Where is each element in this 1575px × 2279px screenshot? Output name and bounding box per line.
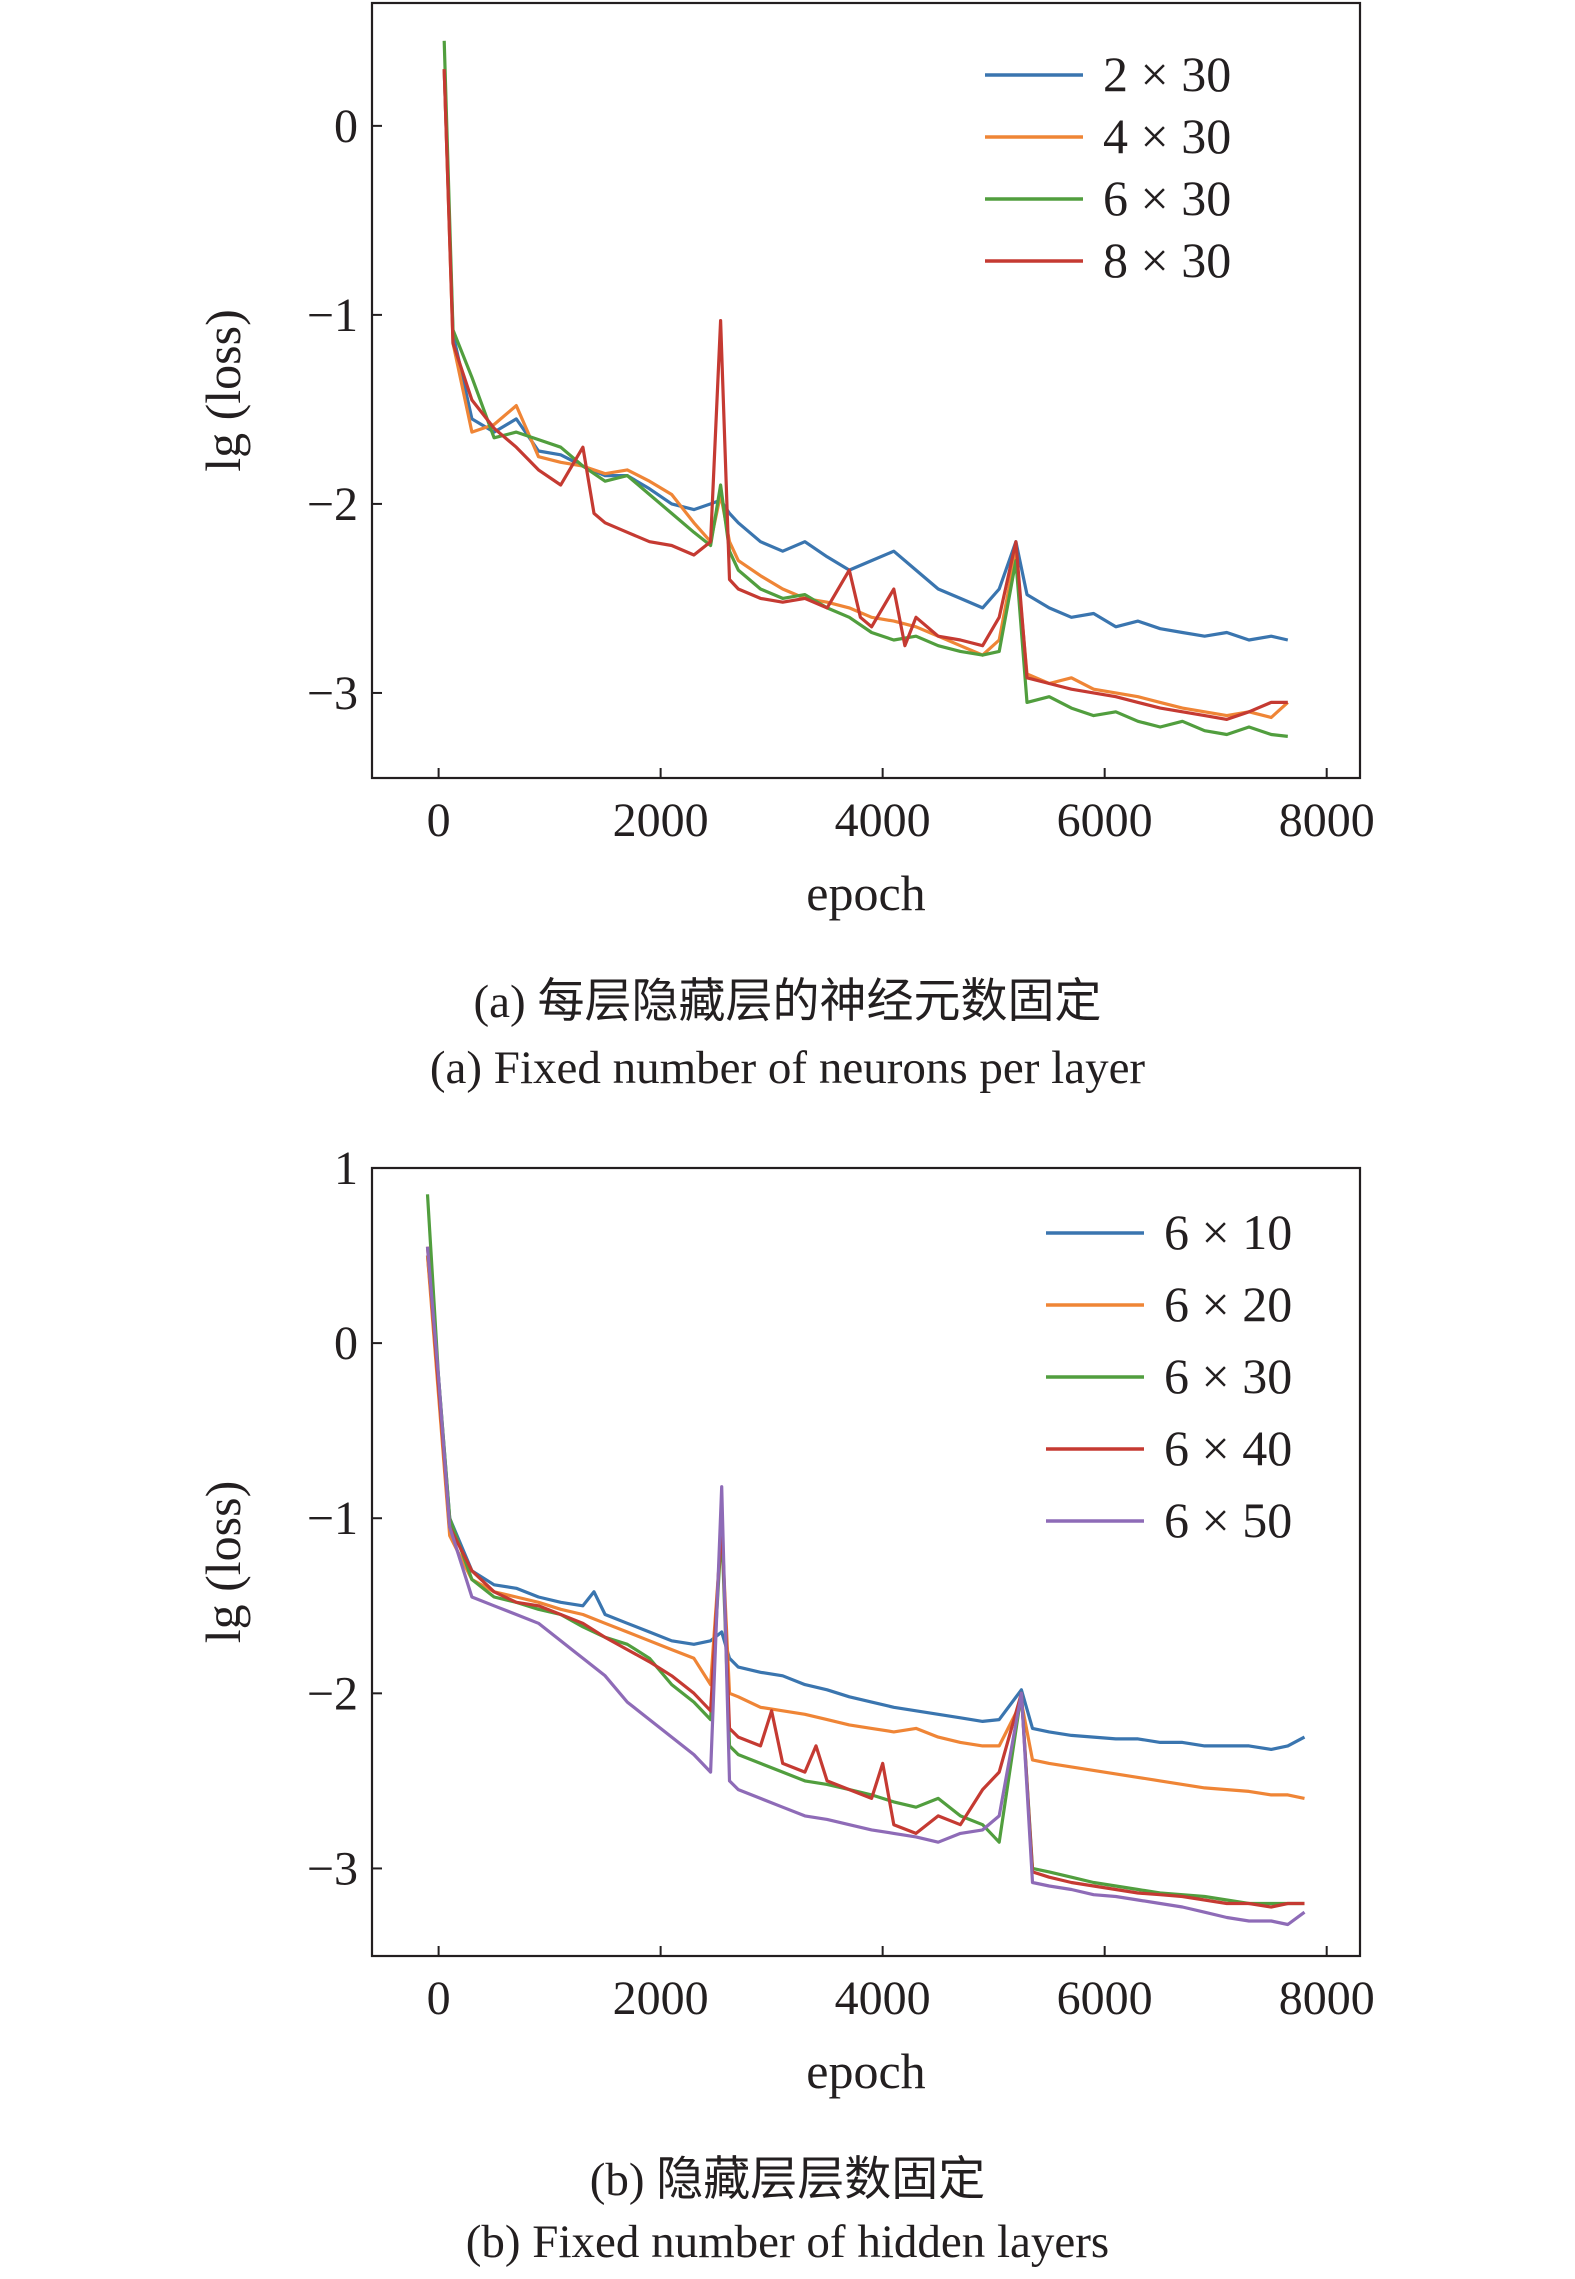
series-line-1 — [425, 1255, 1306, 1752]
y-tick-label: −3 — [307, 1842, 358, 1895]
x-tick-label: 8000 — [1279, 794, 1375, 847]
y-tick-label: −2 — [307, 1667, 358, 1720]
caption-b-cn: (b) 隐藏层层数固定 — [589, 2154, 986, 2206]
legend-label: 6 × 30 — [1164, 1348, 1292, 1404]
y-tick-label: −1 — [307, 1492, 358, 1545]
y-axis-label: lg (loss) — [195, 1481, 251, 1644]
x-tick-label: 4000 — [835, 794, 931, 847]
chart-panel-b: 0 2000 4000 6000 8000 1 0 −1 −2 −3 epoch lg (loss) 6… — [195, 1142, 1375, 2099]
x-tick-label: 8000 — [1279, 1972, 1375, 2025]
x-tick-label: 2000 — [613, 1972, 709, 2025]
x-axis-label: epoch — [806, 865, 925, 921]
x-axis-label: epoch — [806, 2043, 925, 2099]
y-tick-label: −1 — [307, 289, 358, 342]
legend-label: 6 × 50 — [1164, 1492, 1292, 1548]
series-line-3 — [442, 40, 1288, 738]
plot-frame — [370, 1166, 1362, 1958]
x-tick-label: 0 — [427, 1972, 451, 2025]
legend-label: 2 × 30 — [1103, 46, 1231, 102]
y-tick-label: 1 — [334, 1142, 358, 1195]
y-tick-label: 0 — [334, 100, 358, 153]
plot-frame — [370, 1, 1362, 780]
series-line-2 — [425, 1255, 1305, 1800]
x-tick-label: 6000 — [1057, 1972, 1153, 2025]
x-tick-label: 4000 — [835, 1972, 931, 2025]
series-line-4 — [425, 1246, 1305, 1909]
legend-label: 4 × 30 — [1103, 108, 1231, 164]
legend-label: 6 × 40 — [1164, 1420, 1292, 1476]
x-tick-label: 0 — [427, 794, 451, 847]
caption-a-cn: (a) 每层隐藏层的神经元数固定 — [473, 976, 1102, 1028]
y-tick-label: 0 — [334, 1317, 358, 1370]
y-tick-label: −3 — [307, 667, 358, 720]
y-axis-label: lg (loss) — [195, 309, 251, 472]
x-tick-label: 6000 — [1057, 794, 1153, 847]
legend-label: 6 × 20 — [1164, 1276, 1292, 1332]
legend-label: 6 × 30 — [1103, 170, 1231, 226]
x-tick-label: 2000 — [613, 794, 709, 847]
chart-panel-a: 0 2000 4000 6000 8000 0 −1 −2 −3 epoch lg (loss) 2 … — [195, 1, 1375, 921]
caption-b-en: (b) Fixed number of hidden layers — [465, 2216, 1110, 2268]
legend-label: 6 × 10 — [1164, 1204, 1292, 1260]
caption-a-en: (a) Fixed number of neurons per layer — [429, 1042, 1146, 1094]
series-line-4 — [442, 69, 1288, 722]
y-tick-label: −2 — [307, 478, 358, 531]
series-line-5 — [425, 1246, 1306, 1927]
legend-label: 8 × 30 — [1103, 232, 1231, 288]
